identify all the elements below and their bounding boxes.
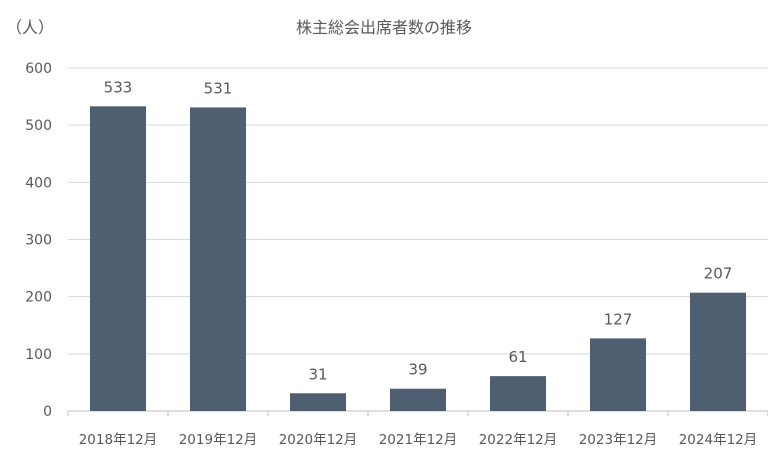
x-tick-label: 2020年12月 (279, 432, 358, 448)
y-tick-label: 400 (25, 175, 52, 191)
chart-title: 株主総会出席者数の推移 (295, 18, 472, 37)
y-tick-label: 500 (25, 118, 52, 134)
y-tick-label: 100 (25, 347, 52, 363)
data-label: 127 (604, 310, 633, 328)
y-axis-ticks: 0 100 200 300 400 500 600 (25, 61, 52, 420)
bar (390, 388, 446, 411)
y-tick-label: 0 (43, 404, 52, 420)
data-labels: 533 531 31 39 61 127 207 (104, 78, 733, 383)
bar (290, 393, 346, 411)
x-tick-label: 2024年12月 (679, 432, 758, 448)
x-tick-label: 2018年12月 (79, 432, 158, 448)
bar (90, 106, 146, 411)
x-tick-label: 2022年12月 (479, 432, 558, 448)
data-label: 531 (204, 79, 233, 97)
bar (490, 376, 546, 411)
data-label: 31 (308, 365, 327, 383)
x-tick-label: 2021年12月 (379, 432, 458, 448)
data-label: 61 (508, 348, 527, 366)
data-label: 39 (408, 361, 427, 379)
bar (190, 107, 246, 411)
bars (90, 106, 746, 411)
gridlines (67, 67, 768, 416)
y-tick-label: 200 (25, 290, 52, 306)
bar (690, 292, 746, 411)
x-axis-ticks: 2018年12月 2019年12月 2020年12月 2021年12月 2022年12月… (79, 432, 758, 448)
x-tick-label: 2023年12月 (579, 432, 658, 448)
y-tick-label: 600 (25, 61, 52, 77)
data-label: 207 (704, 265, 733, 283)
y-axis-unit-label: （人） (6, 18, 55, 37)
x-tick-label: 2019年12月 (179, 432, 258, 448)
y-tick-label: 300 (25, 233, 52, 249)
data-label: 533 (104, 78, 133, 96)
bar (590, 338, 646, 411)
